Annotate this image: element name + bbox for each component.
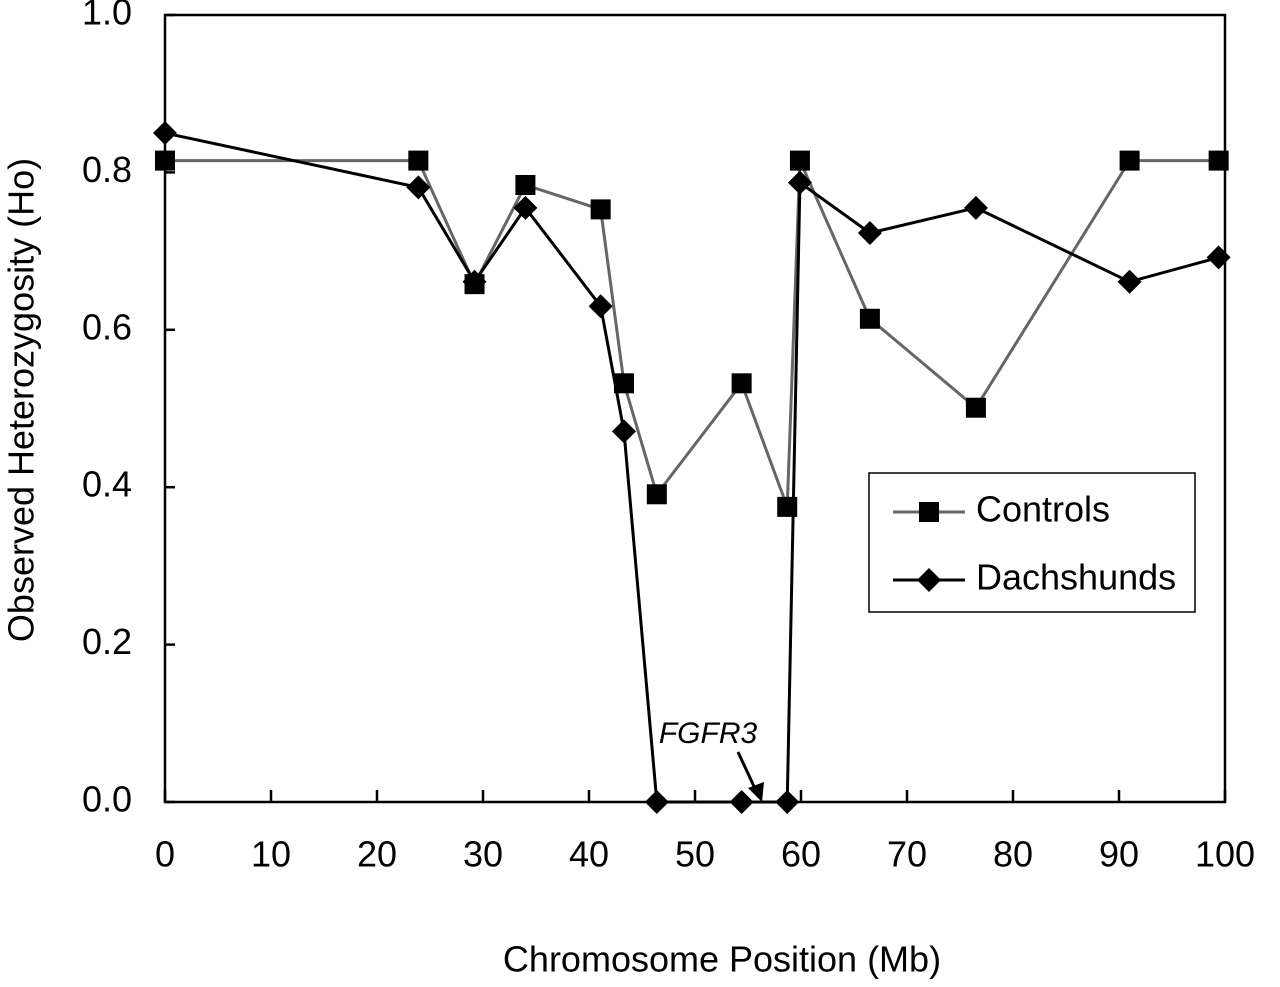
y-axis-label: Observed Heterozygosity (Ho) — [1, 158, 42, 642]
series-line — [164, 131, 1220, 804]
x-tick-label: 80 — [993, 834, 1033, 875]
x-tick-label: 0 — [155, 834, 175, 875]
y-tick-label: 0.0 — [82, 779, 132, 820]
series-line — [165, 159, 1219, 508]
data-point — [731, 373, 752, 394]
data-point — [611, 419, 636, 444]
data-point — [859, 308, 880, 329]
data-point — [406, 175, 431, 200]
data-point — [787, 170, 812, 195]
x-tick-label: 30 — [463, 834, 503, 875]
x-tick-label: 60 — [781, 834, 821, 875]
data-point — [613, 373, 634, 394]
data-point — [408, 150, 429, 171]
x-tick-label: 50 — [675, 834, 715, 875]
data-point — [515, 174, 536, 195]
data-point — [644, 790, 669, 814]
data-point — [513, 195, 538, 220]
y-tick-label: 0.8 — [82, 149, 132, 190]
x-tick-label: 70 — [887, 834, 927, 875]
annotation: FGFR3 — [659, 717, 758, 750]
data-point — [777, 496, 798, 517]
legend-marker — [919, 502, 939, 522]
data-point — [963, 195, 988, 220]
data-point — [1208, 150, 1229, 171]
data-point — [965, 397, 986, 418]
y-tick-label: 0.4 — [82, 464, 132, 505]
data-point — [590, 199, 611, 220]
data-point — [1117, 269, 1142, 294]
x-axis-label: Chromosome Position (Mb) — [503, 939, 941, 980]
data-point — [646, 484, 667, 505]
data-point — [462, 269, 487, 294]
data-point — [789, 150, 810, 171]
legend-label: Dachshunds — [976, 557, 1176, 598]
y-tick-label: 1.0 — [82, 0, 132, 33]
x-tick-label: 90 — [1099, 834, 1139, 875]
legend-box — [868, 472, 1196, 613]
x-tick-label: 40 — [569, 834, 609, 875]
y-tick-label: 0.6 — [82, 306, 132, 347]
data-point — [155, 150, 175, 171]
data-point — [857, 220, 882, 245]
y-tick-label: 0.2 — [82, 621, 132, 662]
legend-label: Controls — [976, 489, 1110, 530]
data-point — [1206, 245, 1231, 270]
x-tick-label: 20 — [357, 834, 397, 875]
x-tick-label: 100 — [1195, 834, 1255, 875]
data-point — [729, 790, 754, 814]
data-point — [1119, 150, 1140, 171]
data-point — [775, 790, 800, 814]
plot-frame — [163, 13, 1227, 804]
legend-marker — [917, 568, 941, 592]
x-tick-label: 10 — [251, 834, 291, 875]
data-point — [588, 294, 613, 319]
annotation-arrowhead — [748, 782, 764, 802]
data-point — [153, 121, 177, 146]
